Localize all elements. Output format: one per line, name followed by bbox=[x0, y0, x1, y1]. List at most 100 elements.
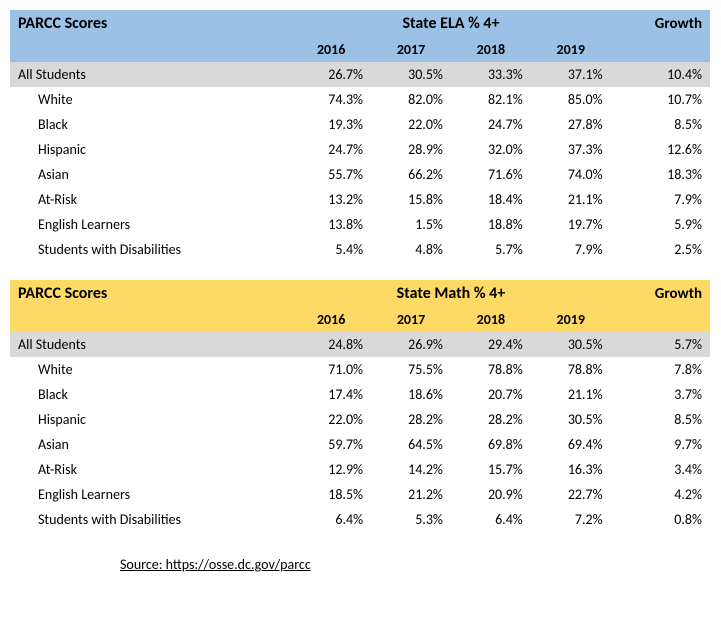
value-cell: 16.3% bbox=[531, 457, 611, 482]
year-header: 2018 bbox=[451, 37, 531, 62]
value-cell: 66.2% bbox=[371, 162, 451, 187]
value-cell: 5.4% bbox=[291, 237, 371, 262]
growth-cell: 9.7% bbox=[611, 432, 710, 457]
value-cell: 28.2% bbox=[451, 407, 531, 432]
row-label: Black bbox=[10, 382, 291, 407]
value-cell: 64.5% bbox=[371, 432, 451, 457]
year-header: 2019 bbox=[531, 307, 611, 332]
table-title-row: PARCC ScoresState Math % 4+Growth bbox=[10, 280, 710, 307]
value-cell: 78.8% bbox=[531, 357, 611, 382]
value-cell: 22.0% bbox=[371, 112, 451, 137]
value-cell: 24.7% bbox=[291, 137, 371, 162]
value-cell: 22.7% bbox=[531, 482, 611, 507]
value-cell: 13.2% bbox=[291, 187, 371, 212]
value-cell: 20.9% bbox=[451, 482, 531, 507]
value-cell: 59.7% bbox=[291, 432, 371, 457]
value-cell: 37.1% bbox=[531, 62, 611, 87]
row-label: At-Risk bbox=[10, 187, 291, 212]
year-header: 2017 bbox=[371, 307, 451, 332]
row-label: Asian bbox=[10, 432, 291, 457]
growth-cell: 8.5% bbox=[611, 407, 710, 432]
growth-cell: 7.9% bbox=[611, 187, 710, 212]
table-row: English Learners13.8%1.5%18.8%19.7%5.9% bbox=[10, 212, 710, 237]
growth-cell: 3.7% bbox=[611, 382, 710, 407]
value-cell: 32.0% bbox=[451, 137, 531, 162]
year-header: 2017 bbox=[371, 37, 451, 62]
row-label: White bbox=[10, 87, 291, 112]
table-row: All Students24.8%26.9%29.4%30.5%5.7% bbox=[10, 332, 710, 357]
value-cell: 15.7% bbox=[451, 457, 531, 482]
value-cell: 4.8% bbox=[371, 237, 451, 262]
value-cell: 26.9% bbox=[371, 332, 451, 357]
row-label: Students with Disabilities bbox=[10, 237, 291, 262]
table-subject-title: State ELA % 4+ bbox=[291, 10, 610, 37]
data-table: PARCC ScoresState ELA % 4+Growth20162017… bbox=[10, 10, 710, 262]
value-cell: 30.5% bbox=[371, 62, 451, 87]
value-cell: 21.2% bbox=[371, 482, 451, 507]
row-label: English Learners bbox=[10, 482, 291, 507]
row-label: Students with Disabilities bbox=[10, 507, 291, 532]
value-cell: 15.8% bbox=[371, 187, 451, 212]
value-cell: 24.7% bbox=[451, 112, 531, 137]
value-cell: 18.4% bbox=[451, 187, 531, 212]
growth-cell: 4.2% bbox=[611, 482, 710, 507]
growth-cell: 10.7% bbox=[611, 87, 710, 112]
table-row: Asian59.7%64.5%69.8%69.4%9.7% bbox=[10, 432, 710, 457]
year-header: 2016 bbox=[291, 37, 371, 62]
year-header: 2018 bbox=[451, 307, 531, 332]
parcc-table: PARCC ScoresState ELA % 4+Growth20162017… bbox=[10, 10, 711, 262]
value-cell: 6.4% bbox=[451, 507, 531, 532]
value-cell: 5.3% bbox=[371, 507, 451, 532]
value-cell: 28.9% bbox=[371, 137, 451, 162]
year-header: 2016 bbox=[291, 307, 371, 332]
value-cell: 19.7% bbox=[531, 212, 611, 237]
value-cell: 74.3% bbox=[291, 87, 371, 112]
blank-cell bbox=[10, 307, 291, 332]
table-row: White74.3%82.0%82.1%85.0%10.7% bbox=[10, 87, 710, 112]
value-cell: 6.4% bbox=[291, 507, 371, 532]
tables-container: PARCC ScoresState ELA % 4+Growth20162017… bbox=[10, 10, 711, 532]
table-subject-title: State Math % 4+ bbox=[291, 280, 610, 307]
value-cell: 12.9% bbox=[291, 457, 371, 482]
value-cell: 27.8% bbox=[531, 112, 611, 137]
growth-cell: 3.4% bbox=[611, 457, 710, 482]
table-row: All Students26.7%30.5%33.3%37.1%10.4% bbox=[10, 62, 710, 87]
value-cell: 26.7% bbox=[291, 62, 371, 87]
value-cell: 7.9% bbox=[531, 237, 611, 262]
year-header-row: 2016201720182019 bbox=[10, 307, 710, 332]
value-cell: 28.2% bbox=[371, 407, 451, 432]
table-row: At-Risk13.2%15.8%18.4%21.1%7.9% bbox=[10, 187, 710, 212]
row-label: Asian bbox=[10, 162, 291, 187]
table-row: Hispanic24.7%28.9%32.0%37.3%12.6% bbox=[10, 137, 710, 162]
growth-cell: 8.5% bbox=[611, 112, 710, 137]
value-cell: 82.1% bbox=[451, 87, 531, 112]
table-row: Students with Disabilities5.4%4.8%5.7%7.… bbox=[10, 237, 710, 262]
value-cell: 30.5% bbox=[531, 332, 611, 357]
row-label: All Students bbox=[10, 332, 291, 357]
row-label: Hispanic bbox=[10, 137, 291, 162]
value-cell: 30.5% bbox=[531, 407, 611, 432]
value-cell: 18.8% bbox=[451, 212, 531, 237]
row-label: English Learners bbox=[10, 212, 291, 237]
value-cell: 21.1% bbox=[531, 187, 611, 212]
table-row: Black19.3%22.0%24.7%27.8%8.5% bbox=[10, 112, 710, 137]
table-title: PARCC Scores bbox=[10, 280, 291, 307]
table-row: English Learners18.5%21.2%20.9%22.7%4.2% bbox=[10, 482, 710, 507]
growth-cell: 2.5% bbox=[611, 237, 710, 262]
value-cell: 71.6% bbox=[451, 162, 531, 187]
growth-cell: 12.6% bbox=[611, 137, 710, 162]
data-table: PARCC ScoresState Math % 4+Growth2016201… bbox=[10, 280, 710, 532]
growth-cell: 7.8% bbox=[611, 357, 710, 382]
value-cell: 7.2% bbox=[531, 507, 611, 532]
table-row: White71.0%75.5%78.8%78.8%7.8% bbox=[10, 357, 710, 382]
blank-cell bbox=[611, 37, 710, 62]
value-cell: 14.2% bbox=[371, 457, 451, 482]
growth-cell: 0.8% bbox=[611, 507, 710, 532]
table-title: PARCC Scores bbox=[10, 10, 291, 37]
value-cell: 82.0% bbox=[371, 87, 451, 112]
value-cell: 22.0% bbox=[291, 407, 371, 432]
row-label: White bbox=[10, 357, 291, 382]
year-header-row: 2016201720182019 bbox=[10, 37, 710, 62]
row-label: Black bbox=[10, 112, 291, 137]
value-cell: 78.8% bbox=[451, 357, 531, 382]
